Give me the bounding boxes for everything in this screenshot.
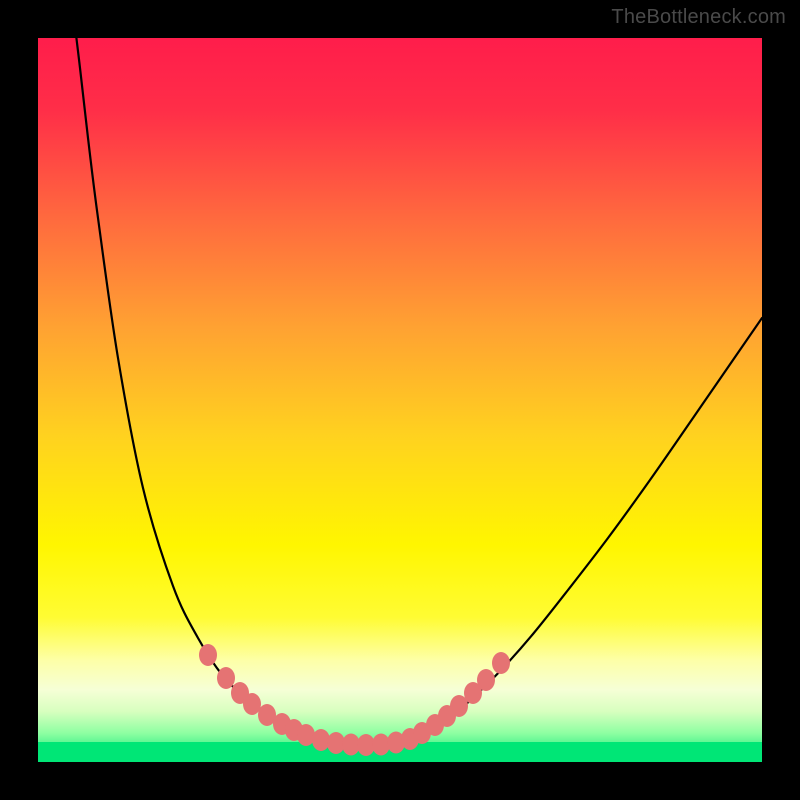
curve-right-branch <box>410 318 762 741</box>
bead-marker <box>477 669 495 691</box>
bead-marker <box>199 644 217 666</box>
bead-marker <box>312 729 330 751</box>
bead-markers <box>199 644 510 756</box>
curve-layer <box>38 38 762 762</box>
curve-left-branch <box>74 38 328 741</box>
bead-marker <box>243 693 261 715</box>
watermark: TheBottleneck.com <box>611 6 786 29</box>
bead-marker <box>217 667 235 689</box>
chart-area <box>38 38 762 762</box>
bead-marker <box>492 652 510 674</box>
